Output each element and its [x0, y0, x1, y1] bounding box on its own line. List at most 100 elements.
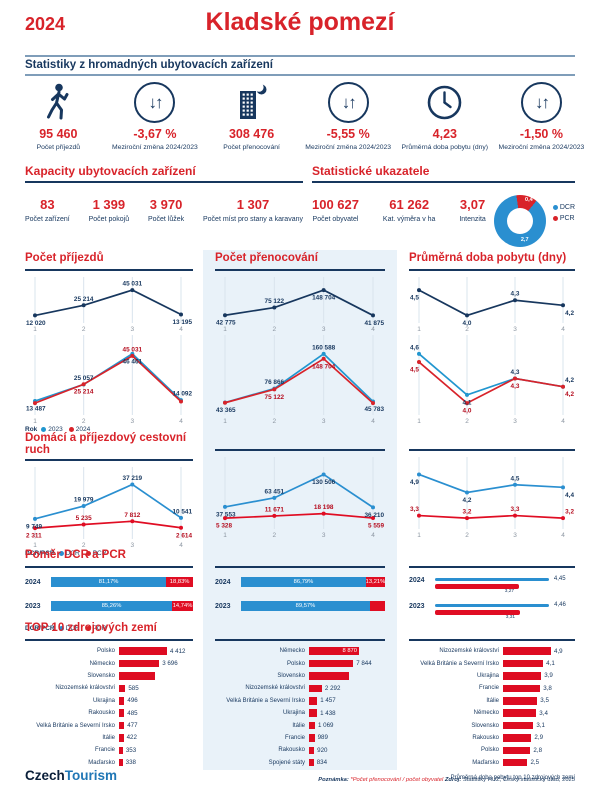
svg-text:13 195: 13 195: [172, 319, 192, 326]
country-label: Itálie: [102, 734, 115, 741]
bar-value: 4,9: [554, 647, 563, 655]
svg-text:12 020: 12 020: [26, 320, 46, 327]
kpi-label: Meziroční změna 2024/2023: [112, 144, 198, 151]
svg-text:4,4: 4,4: [565, 492, 574, 499]
top10-row: Rakousko 485: [25, 707, 193, 719]
top10-row: Ukrajina 3,9: [409, 670, 575, 682]
country-label: Velká Británie a Severní Irsko: [226, 697, 305, 704]
stat-label: Počet míst pro stany a karavany: [203, 216, 303, 223]
svg-text:7 812: 7 812: [124, 512, 140, 519]
ratio-arrivals-stacked-bars: 2024 81,17% 18,83% 2023 85,26% 14,74%: [25, 577, 193, 611]
svg-text:25 057: 25 057: [74, 375, 94, 382]
updown-arrows-icon: ↓ ↑: [134, 81, 176, 123]
bar-value: 2,8: [533, 746, 543, 754]
svg-text:2: 2: [273, 418, 277, 425]
svg-text:3: 3: [322, 532, 326, 539]
country-bar: [309, 697, 318, 705]
svg-text:37 553: 37 553: [216, 511, 236, 518]
top10-row: Spojené státy 834: [215, 757, 385, 769]
section-title-arrivals: Počet příjezdů: [25, 252, 193, 271]
svg-text:148 704: 148 704: [312, 295, 336, 302]
country-bar: [503, 709, 537, 717]
country-label: Francie: [478, 685, 499, 692]
kpi-item: 308 476 Počet přenocování: [203, 80, 300, 153]
country-label: Rakousko: [472, 734, 499, 741]
arrivals-2024-line-chart: 1 2 3 4 12 020 25 214 45 031 13 195: [25, 275, 193, 333]
legend-dcr-pcr: DCR/PCR DCR PCR: [25, 550, 193, 557]
svg-text:45 031: 45 031: [123, 346, 143, 353]
section-underline: [215, 549, 385, 568]
legend-entry: PCR: [85, 550, 106, 557]
svg-text:1: 1: [33, 418, 37, 425]
svg-text:11 671: 11 671: [265, 506, 285, 513]
svg-text:42 775: 42 775: [216, 320, 236, 327]
svg-text:14 092: 14 092: [172, 391, 192, 398]
svg-text:3: 3: [322, 418, 326, 425]
bar-value: 353: [125, 746, 137, 754]
top10-row: Maďarsko 2,5: [409, 757, 575, 769]
top10-row: Velká Británie a Severní Irsko 1 457: [215, 695, 385, 707]
stat-label: Počet lůžek: [147, 216, 185, 223]
bar-value: 4,1: [546, 660, 555, 668]
donut-legend: DCR PCR: [552, 195, 575, 226]
svg-text:2: 2: [465, 532, 469, 539]
stat-label: Počet obyvatel: [312, 216, 359, 223]
bar-value: 2,9: [534, 734, 544, 742]
top10-row: Polsko 4 412: [25, 645, 193, 657]
stay-compare-line-chart: 1 2 3 4 4,6 4,1 4,3 4,2 4,5 4,0 4,3 4,2: [409, 333, 575, 425]
svg-text:3,3: 3,3: [511, 506, 520, 513]
svg-text:76 866: 76 866: [265, 379, 285, 386]
subtitle-bar: Statistiky z hromadných ubytovacích zaří…: [25, 55, 575, 76]
overnights-2024-line-chart: 1 2 3 4 42 775 75 122 148 704 41 875: [215, 275, 385, 333]
dcr-value: 4,45: [553, 576, 566, 582]
svg-text:1: 1: [223, 418, 227, 425]
svg-text:2 311: 2 311: [26, 533, 42, 540]
svg-text:2: 2: [273, 326, 277, 333]
pcr-value: 3,27: [504, 589, 515, 594]
country-label: Francie: [94, 747, 115, 754]
svg-text:10 541: 10 541: [172, 508, 192, 515]
country-bar: [503, 659, 544, 668]
svg-text:36 210: 36 210: [364, 512, 384, 519]
top10-row: Francie 989: [215, 732, 385, 744]
svg-text:4: 4: [371, 326, 375, 333]
svg-text:5 328: 5 328: [216, 523, 232, 530]
year-label: 2023: [215, 602, 231, 610]
svg-text:160 588: 160 588: [312, 344, 336, 351]
bar-value: 3,4: [539, 709, 548, 717]
kpi-value: -5,55 %: [326, 127, 370, 141]
country-bar: [119, 659, 160, 668]
walker-icon: [47, 83, 69, 120]
top10-row: Itálie 422: [25, 732, 193, 744]
kpi-item: ↓ ↑ -3,67 % Meziroční změna 2024/2023: [107, 80, 204, 153]
section-underline: [409, 432, 575, 451]
bar-value: 422: [126, 734, 137, 742]
country-label: Ukrajina: [282, 710, 305, 717]
country-bar: [309, 758, 314, 767]
legend-rok: Rok 2023 2024: [25, 426, 193, 433]
legend-dcr-pcr: DCR/PCR DCR PCR: [25, 625, 193, 632]
svg-text:3: 3: [131, 542, 135, 549]
kpi-item: 95 460 Počet příjezdů: [10, 80, 107, 153]
stat-item: 3,07 Intenzita: [459, 197, 485, 224]
kpi-value: 95 460: [39, 127, 78, 141]
bar-value: 3,9: [544, 672, 553, 680]
year-label: 2023: [25, 602, 41, 610]
section-title-ratio: Poměr DCR a PCR: [25, 549, 193, 568]
top10-row: Nizozemské království 585: [25, 682, 193, 694]
svg-text:4: 4: [371, 532, 375, 539]
source-label: Zdroj:: [444, 777, 462, 783]
footnote: Poznámka: *Počet přenocování / počet oby…: [318, 777, 575, 783]
ratio-bar-row: 2023 85,26% 14,74%: [25, 601, 193, 611]
svg-text:2: 2: [273, 532, 277, 539]
top10-row: Německo 8 870: [215, 645, 385, 657]
legend-title: DCR/PCR: [25, 550, 55, 557]
svg-text:2: 2: [82, 542, 86, 549]
indicator-stats: 100 627 Počet obyvatel 61 262 Kat. výměra v…: [312, 197, 486, 224]
legend-entry: DCR: [58, 625, 80, 632]
svg-text:2: 2: [465, 326, 469, 333]
country-bar: [503, 697, 538, 705]
year-label: 2023: [409, 603, 425, 610]
top10-row: Slovensko: [25, 670, 193, 682]
